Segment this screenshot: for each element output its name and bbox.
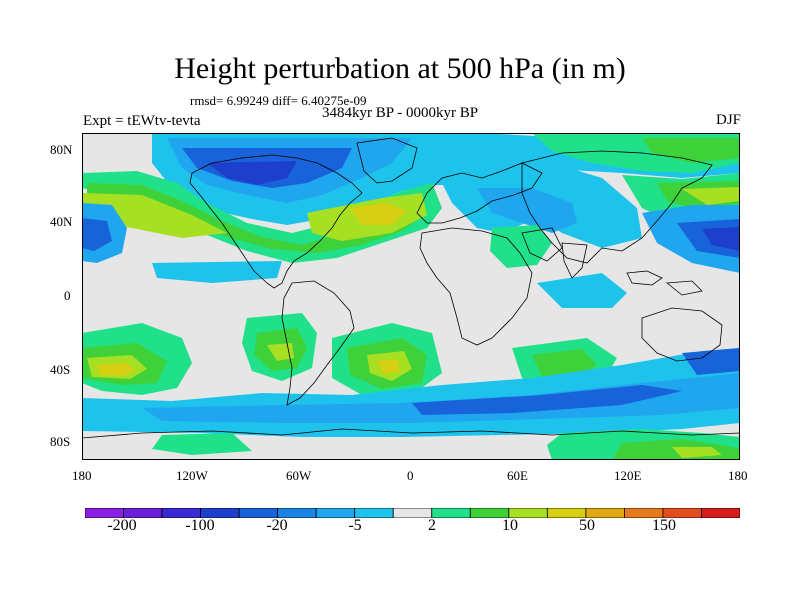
rmsd-diff-stats: rmsd= 6.99249 diff= 6.40275e-09 bbox=[190, 93, 367, 108]
colorbar bbox=[85, 508, 740, 518]
colorbar-label-10: 10 bbox=[502, 517, 518, 534]
experiment-label: Expt = tEWtv-tevta bbox=[83, 113, 201, 129]
colorbar-label-neg20: -20 bbox=[266, 517, 288, 534]
lon-label-60e: 60E bbox=[507, 468, 528, 483]
colorbar-box bbox=[701, 508, 740, 518]
colorbar-label-50: 50 bbox=[579, 517, 595, 534]
map-title: Height perturbation at 500 hPa (in m) bbox=[174, 52, 626, 85]
lat-label-0: 0 bbox=[64, 288, 71, 303]
lon-label-180w: 180 bbox=[72, 468, 92, 483]
lon-label-0: 0 bbox=[407, 468, 414, 483]
map-panel bbox=[82, 133, 740, 460]
colorbar-label-neg200: -200 bbox=[107, 517, 137, 534]
lon-label-60w: 60W bbox=[286, 468, 312, 483]
coastlines bbox=[82, 137, 740, 439]
colorbar-label-neg5: -5 bbox=[348, 517, 362, 534]
lat-label-40n: 40N bbox=[50, 214, 73, 229]
period-label: 3484kyr BP - 0000kyr BP bbox=[322, 105, 479, 121]
colorbar-svg bbox=[85, 508, 740, 518]
lat-label-40s: 40S bbox=[50, 362, 71, 377]
lat-label-80s: 80S bbox=[50, 434, 71, 449]
colorbar-label-neg100: -100 bbox=[185, 517, 215, 534]
contour-map bbox=[82, 133, 740, 460]
lon-label-120w: 120W bbox=[176, 468, 208, 483]
lat-label-80n: 80N bbox=[50, 142, 73, 157]
season-label: DJF bbox=[715, 112, 741, 128]
colorbar-label-2: 2 bbox=[428, 517, 436, 534]
map-frame bbox=[82, 133, 740, 460]
colorbar-label-150: 150 bbox=[652, 517, 676, 534]
lon-label-180e: 180 bbox=[728, 468, 748, 483]
lon-label-120e: 120E bbox=[614, 468, 642, 483]
